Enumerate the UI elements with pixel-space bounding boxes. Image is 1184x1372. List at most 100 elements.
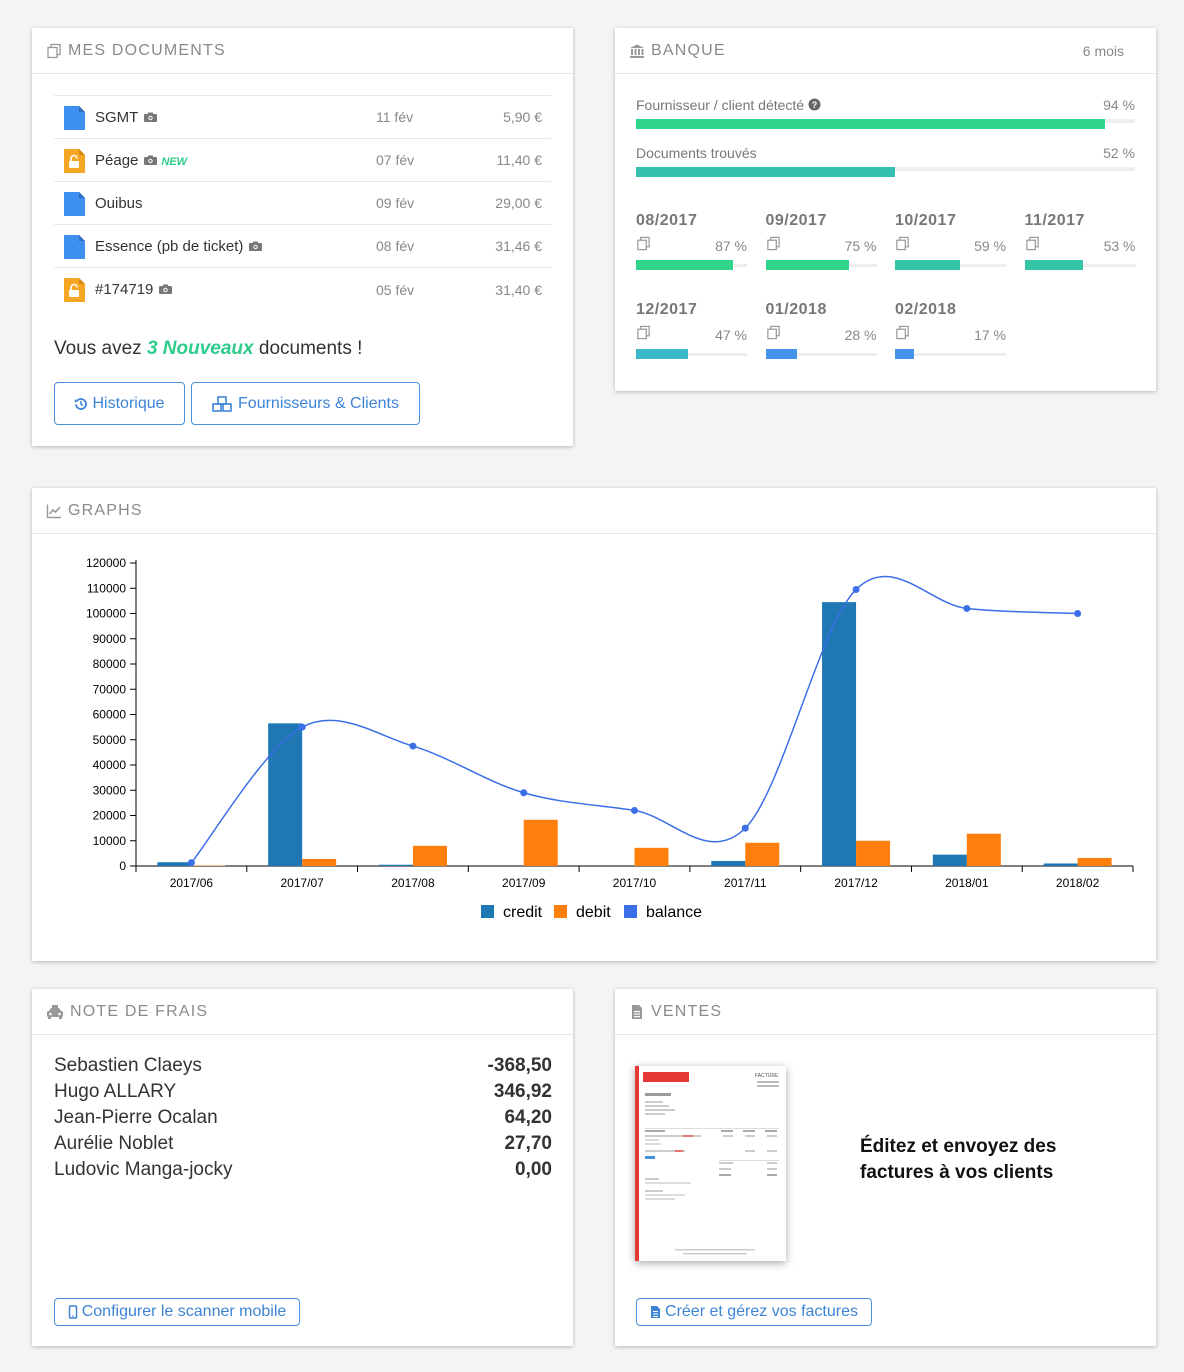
detected-bar: [636, 119, 1106, 129]
balance-point: [187, 859, 195, 867]
expense-row[interactable]: Ludovic Manga-jocky 0,00: [54, 1159, 552, 1185]
legend-label-credit: credit: [503, 904, 543, 921]
document-row[interactable]: Ouibus 09 fév 29,00 €: [54, 182, 551, 225]
credit-bar: [932, 854, 967, 866]
debit-bar: [856, 840, 891, 866]
month-track: [895, 353, 1006, 356]
sales-text: Éditez et envoyez des factures à vos cli…: [860, 1136, 1057, 1183]
document-name[interactable]: Ouibus: [95, 194, 143, 212]
month-track: [765, 353, 877, 356]
document-row[interactable]: SGMT 11 fév 5,90 €: [54, 96, 551, 139]
files-icon: [766, 325, 780, 340]
expense-row[interactable]: Hugo ALLARY 346,92: [54, 1081, 552, 1107]
balance-point: [409, 742, 417, 750]
x-tick-label: 2018/01: [945, 876, 989, 890]
month-stat[interactable]: 02/2018 17 %: [895, 301, 1006, 359]
month-stat[interactable]: 01/2018 28 %: [765, 301, 877, 359]
configure-scanner-button[interactable]: Configurer le scanner mobile: [54, 1298, 300, 1326]
month-pct: 17 %: [974, 327, 1006, 343]
taxi-icon: [47, 1004, 63, 1019]
legend-swatch-credit: [481, 905, 494, 918]
debit-bar: [523, 819, 558, 866]
create-invoices-button[interactable]: Créer et gérez vos factures: [636, 1298, 872, 1326]
person-amount: -368,50: [487, 1055, 552, 1076]
y-tick-label: 10000: [93, 834, 127, 848]
credit-bar: [157, 862, 192, 866]
document-name[interactable]: Essence (pb de ticket): [95, 238, 263, 255]
cubes-icon: [212, 395, 232, 412]
files-icon: [766, 236, 780, 251]
y-tick-label: 40000: [93, 758, 127, 772]
legend-swatch-balance: [624, 905, 637, 918]
month-stat[interactable]: 12/2017 47 %: [636, 301, 747, 359]
credit-bar: [822, 602, 857, 866]
x-tick-label: 2017/07: [280, 876, 324, 890]
history-button[interactable]: Historique: [54, 382, 185, 425]
document-date: 09 fév: [376, 195, 415, 211]
bank-period[interactable]: 6 mois: [1082, 42, 1124, 59]
camera-icon: [144, 155, 158, 165]
y-tick-label: 30000: [93, 783, 127, 797]
month-pct: 75 %: [844, 238, 877, 254]
y-tick-label: 110000: [87, 581, 126, 595]
x-tick-label: 2017/08: [391, 876, 435, 890]
document-amount: 29,00 €: [495, 195, 542, 211]
new-badge: NEW: [161, 155, 188, 168]
file-text-icon: [632, 1004, 642, 1019]
month-stat[interactable]: 10/2017 59 %: [895, 212, 1006, 270]
camera-icon: [159, 284, 173, 295]
line-chart-icon: [46, 504, 61, 518]
svg-text:FACTURE: FACTURE: [755, 1073, 779, 1079]
new-count: 3 Nouveaux: [146, 338, 254, 359]
expense-row[interactable]: Aurélie Noblet 27,70: [54, 1133, 552, 1159]
y-tick-label: 70000: [93, 682, 127, 696]
month-stat[interactable]: 09/2017 75 %: [765, 212, 877, 270]
debit-bar: [966, 833, 1001, 866]
expense-row[interactable]: Sebastien Claeys -368,50: [54, 1055, 552, 1081]
balance-point: [963, 604, 971, 612]
month-stat[interactable]: 11/2017 53 %: [1024, 212, 1136, 270]
bank-header: BANQUE 6 mois: [615, 28, 1156, 74]
document-date: 08 fév: [376, 238, 415, 254]
person-amount: 27,70: [504, 1133, 552, 1154]
sales-panel: VENTES FACTURE Éditez et envoyez des fac…: [615, 989, 1156, 1346]
document-amount: 31,40 €: [495, 281, 542, 298]
document-name[interactable]: Péage NEW: [95, 151, 188, 169]
balance-point: [741, 824, 749, 832]
y-tick-label: 90000: [93, 632, 127, 646]
unlock-document-icon: [64, 149, 85, 173]
files-icon: [637, 236, 650, 251]
sales-title: VENTES: [651, 1002, 723, 1020]
month-pct: 87 %: [715, 238, 747, 254]
documents-header: MES DOCUMENTS: [32, 28, 573, 74]
person-name: Jean-Pierre Ocalan: [54, 1107, 218, 1128]
document-row[interactable]: #174719 05 fév 31,40 €: [54, 268, 551, 311]
document-name[interactable]: SGMT: [95, 109, 158, 126]
y-tick-label: 20000: [93, 809, 127, 823]
balance-point: [1074, 610, 1082, 617]
detected-pct: 94 %: [1103, 97, 1135, 113]
month-pct: 53 %: [1103, 238, 1136, 254]
document-icon: [64, 106, 85, 130]
y-tick-label: 100000: [86, 607, 126, 621]
x-tick-label: 2018/02: [1056, 876, 1100, 890]
y-tick-label: 50000: [93, 733, 127, 747]
month-stat[interactable]: 08/2017 87 %: [636, 212, 747, 270]
document-row[interactable]: Péage NEW 07 fév 11,40 €: [54, 139, 551, 182]
month-bar: [895, 349, 914, 359]
expense-row[interactable]: Jean-Pierre Ocalan 64,20: [54, 1107, 552, 1133]
files-icon: [637, 325, 650, 340]
mobile-icon: [68, 1305, 77, 1319]
suppliers-clients-button[interactable]: Fournisseurs & Clients: [191, 382, 420, 425]
document-icon: [64, 192, 85, 216]
month-bar: [636, 260, 733, 270]
month-bar: [765, 349, 797, 359]
credit-bar: [378, 864, 413, 866]
document-row[interactable]: Essence (pb de ticket) 08 fév 31,46 €: [54, 225, 551, 268]
invoice-preview: FACTURE: [643, 1072, 779, 1255]
document-name[interactable]: #174719: [95, 281, 173, 298]
help-icon[interactable]: ?: [808, 98, 821, 111]
balance-point: [852, 586, 860, 594]
x-tick-label: 2017/09: [502, 876, 546, 890]
documents-panel: MES DOCUMENTS SGMT 11 fév 5,90 € Péage NEW 07…: [32, 28, 573, 446]
